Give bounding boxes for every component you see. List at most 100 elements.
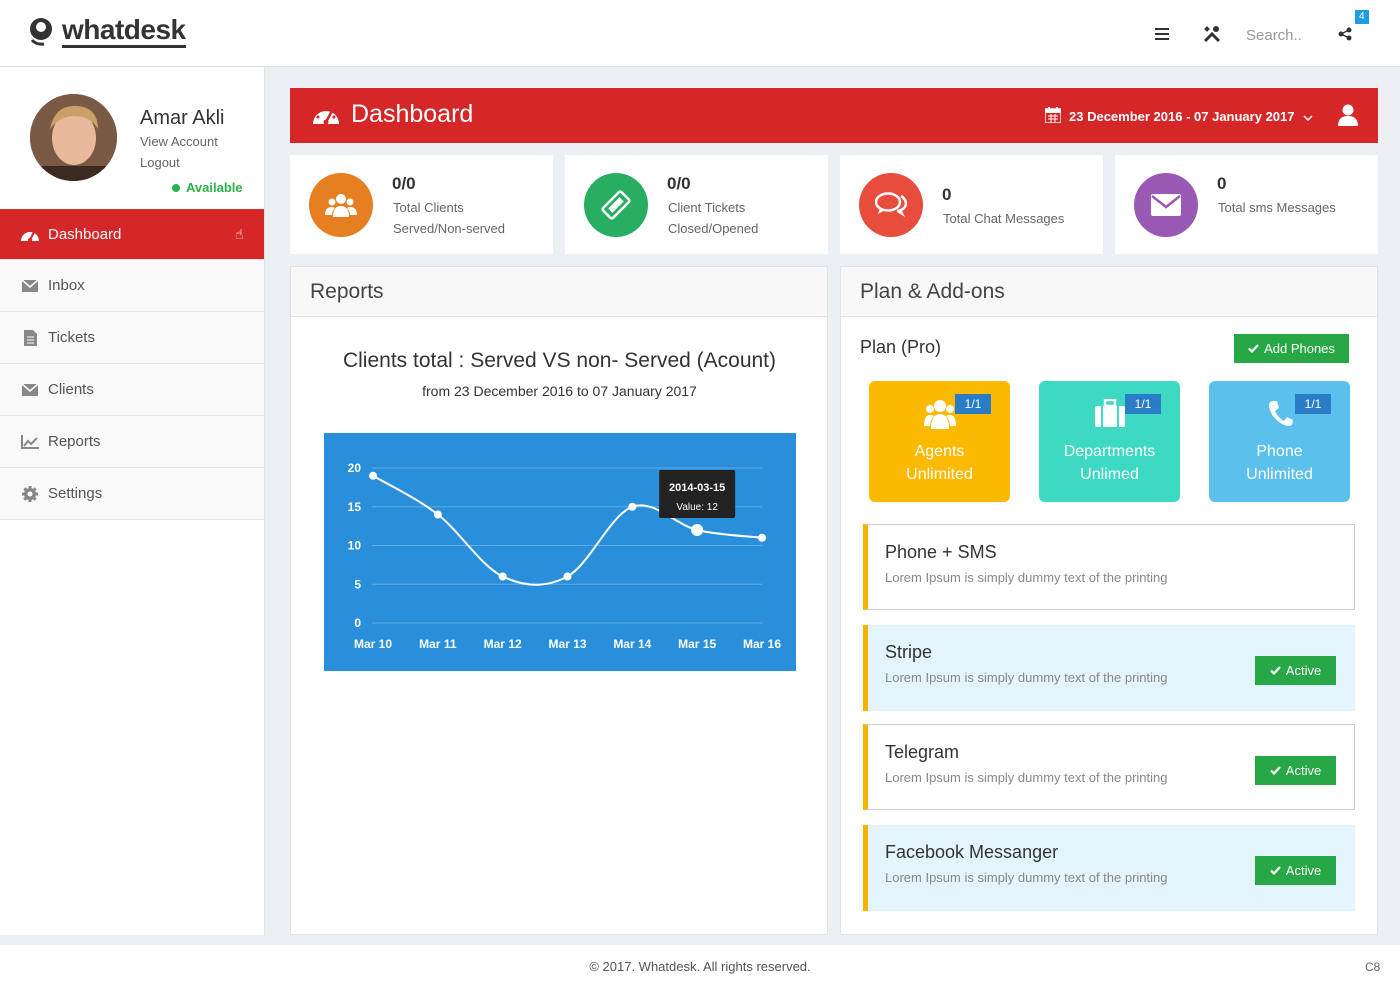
tile-badge: 1/1 (1295, 394, 1331, 414)
sidebar-item-label: Inbox (48, 277, 85, 294)
dashboard-gauge-icon (20, 225, 40, 243)
logo[interactable]: whatdesk (26, 14, 186, 48)
envelope-icon (1134, 173, 1198, 237)
sidebar-item-inbox[interactable]: Inbox (0, 260, 264, 312)
x-tick-label: Mar 15 (678, 637, 716, 651)
page-title: Dashboard (351, 100, 474, 128)
add-phones-button[interactable]: Add Phones (1234, 334, 1349, 363)
active-label: Active (1285, 663, 1322, 678)
x-tick-label: Mar 11 (419, 637, 457, 651)
y-tick-label: 0 (354, 616, 361, 630)
tile-subtitle: Unlimed (1080, 466, 1139, 483)
logout-link[interactable]: Logout (140, 155, 180, 170)
tile-title: Departments (1063, 443, 1156, 460)
sidebar-item-reports[interactable]: Reports (0, 416, 264, 468)
stat-value: 0 (942, 185, 952, 204)
active-label: Active (1285, 763, 1322, 778)
search-input[interactable] (1240, 22, 1320, 48)
x-tick-label: Mar 10 (354, 637, 392, 651)
date-range-picker[interactable]: 23 December 2016 - 07 January 2017 (1044, 107, 1313, 126)
tile-subtitle: Unlimited (906, 466, 973, 483)
brand-name: whatdesk (62, 14, 186, 48)
stat-value: 0 (1217, 174, 1227, 193)
sidebar: Amar Akli View Account Logout Available … (0, 67, 265, 935)
sidebar-item-label: Dashboard (48, 225, 122, 243)
menu-icon[interactable] (1152, 24, 1172, 44)
data-point (563, 572, 572, 581)
active-button[interactable]: Active (1255, 756, 1336, 785)
status-badge: Available (172, 180, 243, 195)
plan-label: Plan (Pro) (860, 337, 942, 357)
stat-value: 0/0 (392, 174, 416, 193)
sidebar-nav: Dashboard ☝ Inbox Tickets Clients Repo (0, 209, 264, 520)
top-bar: whatdesk 4 (0, 0, 1400, 67)
chart-title: Clients total : Served VS non- Served (A… (342, 349, 777, 372)
sidebar-item-label: Clients (48, 381, 94, 398)
addon-title: Telegram (885, 742, 960, 762)
users-icon (309, 173, 373, 237)
addon-description: Lorem Ipsum is simply dummy text of the … (885, 570, 1168, 585)
sidebar-item-clients[interactable]: Clients (0, 364, 264, 416)
x-tick-label: Mar 12 (484, 637, 522, 651)
data-point (628, 502, 637, 511)
avatar[interactable] (30, 94, 117, 181)
reports-panel: Reports Clients total : Served VS non- S… (290, 266, 828, 935)
addon-telegram: Telegram Lorem Ipsum is simply dummy tex… (863, 724, 1355, 810)
sidebar-item-dashboard[interactable]: Dashboard ☝ (0, 209, 264, 260)
addon-title: Facebook Messanger (885, 842, 1059, 862)
phone-icon (1209, 399, 1350, 427)
addon-phone-sms: Phone + SMS Lorem Ipsum is simply dummy … (863, 524, 1355, 610)
check-icon (1270, 763, 1281, 778)
stat-card-chat: 0 Total Chat Messages (840, 155, 1103, 254)
plan-panel: Plan & Add-ons Plan (Pro) Add Phones 1/1… (840, 266, 1378, 935)
footer-code: C8 (1365, 960, 1381, 974)
data-point (758, 533, 766, 542)
data-point (369, 471, 377, 480)
x-tick-label: Mar 13 (548, 637, 586, 651)
stat-label: Total Chat Messages (943, 211, 1065, 226)
user-icon[interactable] (1338, 104, 1358, 131)
check-icon (1248, 341, 1259, 356)
tile-agents[interactable]: 1/1 Agents Unlimited (869, 381, 1010, 502)
addon-title: Stripe (885, 642, 933, 662)
line-chart[interactable]: 0 5 10 15 20 Mar 10 Mar 11 Mar 12 Mar 13 Mar 14 Ma… (324, 433, 796, 671)
copyright-text: © 2017. Whatdesk. All rights reserved. (589, 959, 811, 974)
notification-badge: 4 (1355, 10, 1369, 24)
view-account-link[interactable]: View Account (140, 134, 218, 149)
addon-stripe: Stripe Lorem Ipsum is simply dummy text … (863, 625, 1355, 711)
stat-card-sms: 0 Total sms Messages (1115, 155, 1378, 254)
stat-card-clients: 0/0 Total Clients Served/Non-served (290, 155, 553, 254)
x-tick-label: Mar 14 (613, 637, 651, 651)
sidebar-item-tickets[interactable]: Tickets (0, 312, 264, 364)
chart-svg: 0 5 10 15 20 Mar 10 Mar 11 Mar 12 Mar 13 Mar 14 Ma… (348, 461, 782, 651)
user-name: Amar Akli (140, 107, 225, 129)
status-text: Available (186, 180, 243, 195)
tile-title: Phone (1256, 443, 1303, 460)
data-point (691, 524, 704, 536)
panel-heading: Reports (291, 267, 827, 317)
chevron-down-icon (1302, 109, 1313, 124)
stat-label: Client Tickets (668, 200, 746, 215)
chat-bubbles-icon (859, 173, 923, 237)
sidebar-item-settings[interactable]: Settings (0, 468, 264, 520)
active-button[interactable]: Active (1255, 656, 1336, 685)
stat-sublabel: Served/Non-served (393, 221, 505, 236)
share-icon[interactable] (1335, 24, 1355, 44)
tile-departments[interactable]: 1/1 Departments Unlimed (1039, 381, 1180, 502)
stat-label: Total Clients (393, 200, 464, 215)
tooltip-box (659, 470, 736, 518)
users-icon (869, 399, 1010, 429)
addon-description: Lorem Ipsum is simply dummy text of the … (885, 870, 1168, 885)
gear-icon (20, 485, 40, 503)
active-button[interactable]: Active (1255, 856, 1336, 885)
y-tick-label: 20 (348, 461, 362, 475)
panel-heading: Plan & Add-ons (841, 267, 1377, 317)
stat-sublabel: Closed/Opened (668, 221, 759, 236)
data-point (498, 572, 507, 581)
tools-icon[interactable] (1202, 24, 1222, 44)
tile-phone[interactable]: 1/1 Phone Unlimited (1209, 381, 1350, 502)
stat-value: 0/0 (667, 174, 691, 193)
data-point (433, 510, 442, 519)
status-dot-icon (172, 183, 180, 192)
addon-description: Lorem Ipsum is simply dummy text of the … (885, 670, 1168, 685)
